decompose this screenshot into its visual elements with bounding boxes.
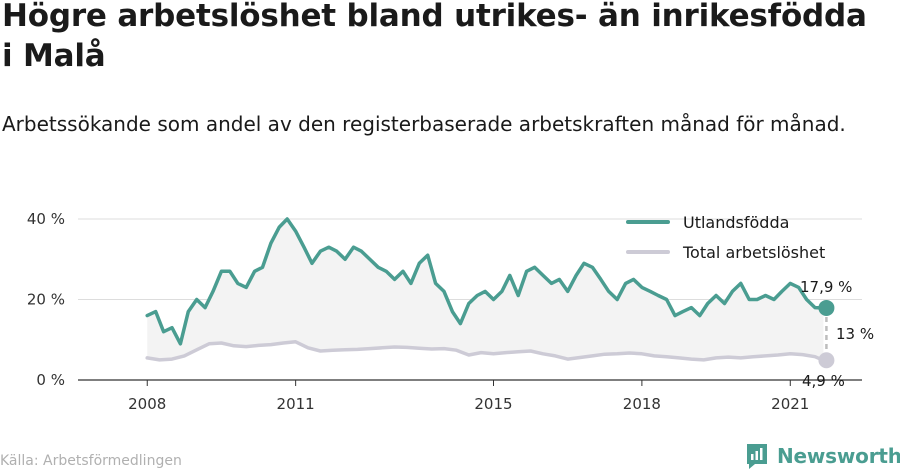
end-marker-foreign	[818, 299, 835, 316]
legend-label-foreign: Utlandsfödda	[683, 213, 789, 232]
y-tick-label: 0 %	[36, 371, 65, 389]
x-tick-label: 2015	[474, 395, 512, 413]
y-tick-label: 40 %	[27, 210, 65, 228]
x-tick-label: 2021	[771, 395, 809, 413]
label-foreign-last: 17,9 %	[800, 278, 852, 296]
legend: Utlandsfödda Total arbetslöshet	[626, 213, 825, 262]
label-gap: 13 %	[836, 325, 874, 343]
label-total-last: 4,9 %	[802, 372, 845, 390]
gap-band	[147, 219, 824, 361]
brand-logo[interactable]: Newsworthy	[745, 442, 900, 470]
series-line-total	[145, 340, 826, 363]
axis-layer: 0 % 20 % 40 % 2008 2011 2015 2018 2021	[27, 210, 809, 413]
series-line-foreign	[145, 217, 826, 346]
legend-label-total: Total arbetslöshet	[682, 243, 825, 262]
x-tick-label: 2008	[128, 395, 166, 413]
chart-title: Högre arbetslöshet bland utrikes- än inr…	[2, 0, 867, 74]
band-layer	[147, 219, 824, 361]
y-tick-label: 20 %	[27, 291, 65, 309]
end-marker-total	[818, 352, 835, 369]
brand-name: Newsworthy	[777, 444, 900, 468]
newsworthy-logo-icon	[747, 444, 767, 469]
annotation-layer: 17,9 % 13 % 4,9 %	[800, 278, 874, 390]
x-tick-label: 2018	[623, 395, 661, 413]
series-layer	[145, 217, 826, 363]
x-tick-label: 2011	[277, 395, 315, 413]
chart-subtitle: Arbetssökande som andel av den registerb…	[2, 112, 846, 136]
source-note: Källa: Arbetsförmedlingen	[0, 453, 182, 469]
